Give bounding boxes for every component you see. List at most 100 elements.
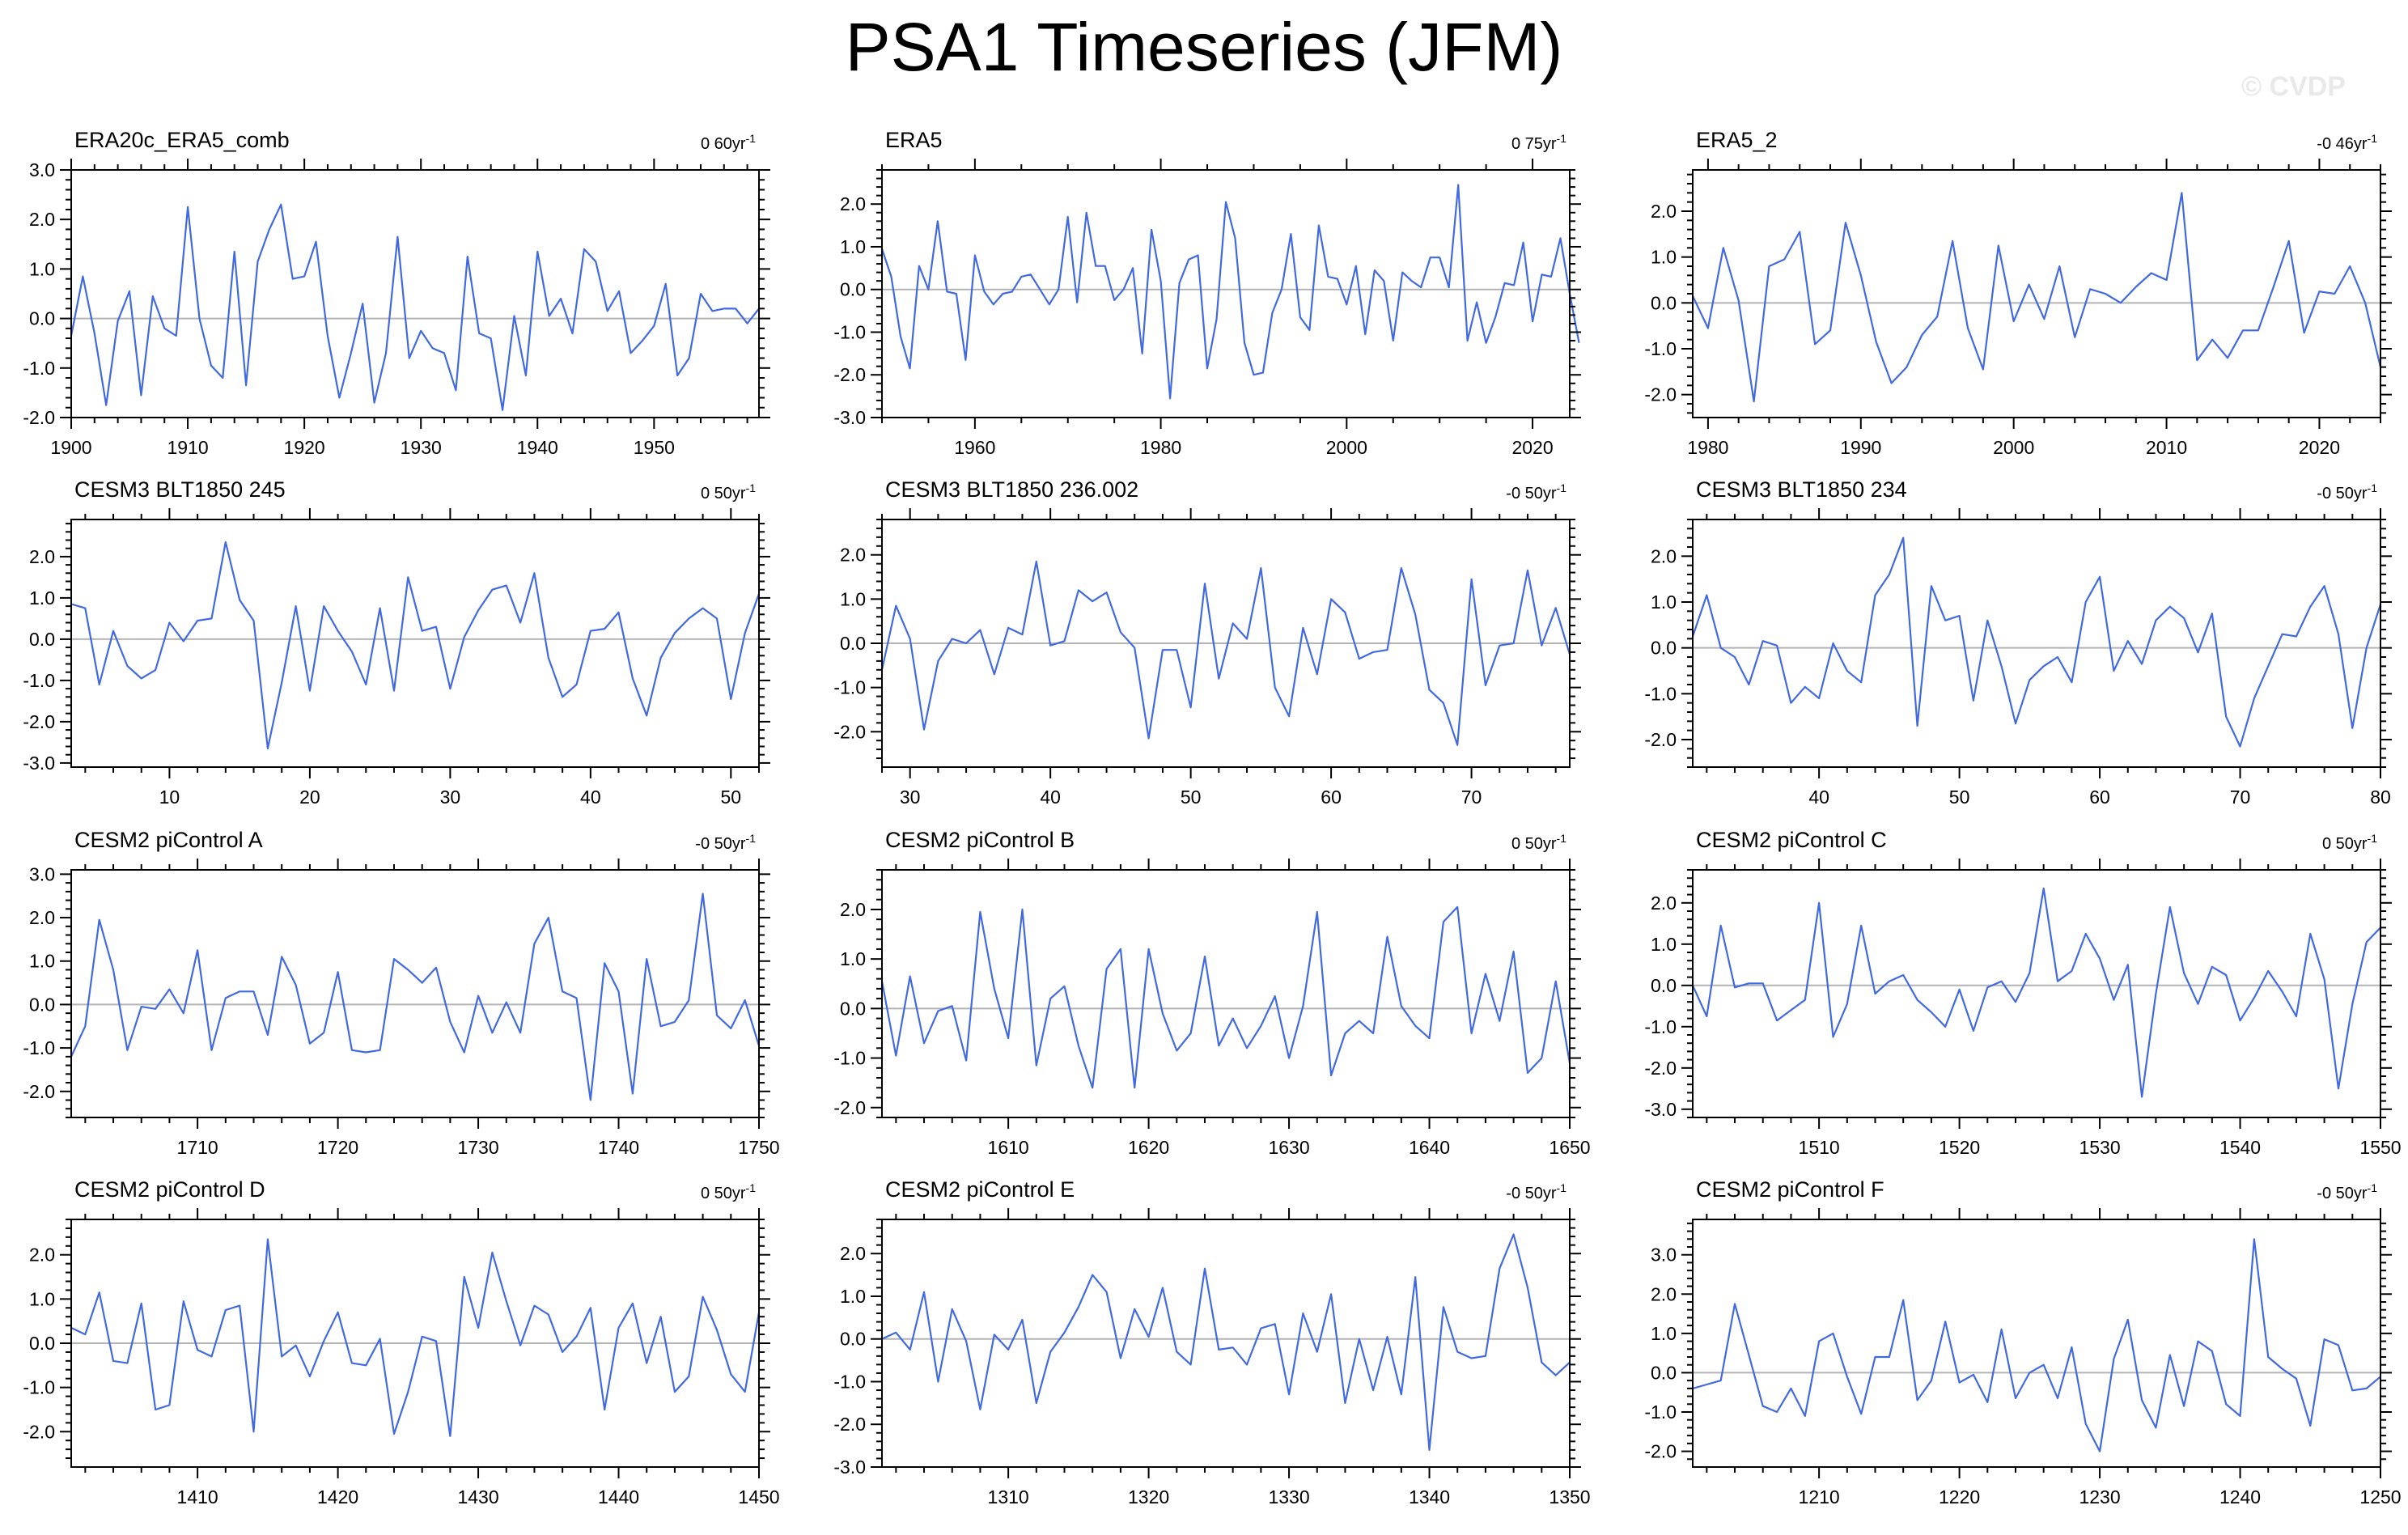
x-tick-label: 50 [721,787,742,808]
x-tick-label: 1620 [1128,1137,1169,1158]
chart-panel-12: -2.0 -1.0 0.0 1.0 2.0 3.0 1210 1220 1230 1240 1250… [1644,1177,2401,1507]
y-tick-label: 1.0 [840,236,866,257]
panel-title: CESM2 piControl F [1696,1177,1884,1202]
y-tick-label: -1.0 [833,1048,866,1069]
y-tick-label: 0.0 [29,308,55,329]
x-tick-label: 1750 [738,1137,779,1158]
x-tick-label: 1740 [598,1137,639,1158]
panel-title: CESM2 piControl B [885,828,1075,852]
x-tick-label: 1530 [2079,1137,2120,1158]
trend-exponent: -1 [746,832,757,845]
x-tick-label: 1440 [598,1486,639,1507]
y-tick-label: 2.0 [29,209,55,230]
x-tick-label: 1640 [1409,1137,1450,1158]
y-tick-label: 1.0 [29,258,55,279]
trend-exponent: -1 [746,132,757,145]
y-tick-label: 2.0 [1651,1283,1677,1304]
trend-label: 0 50yr-1 [701,1181,756,1202]
y-tick-label: 2.0 [1651,545,1677,566]
x-tick-label: 1330 [1268,1486,1309,1507]
y-tick-label: 0.0 [840,998,866,1019]
chart-panel-8: -2.0 -1.0 0.0 1.0 2.0 1610 1620 1630 1640 1650 CES… [833,828,1590,1158]
series-line [880,560,1571,746]
chart-panel-2: -3.0 -2.0 -1.0 0.0 1.0 2.0 1960 1980 2000 2020 ERA… [833,128,1581,458]
y-tick-label: -2.0 [833,1097,866,1118]
y-tick-label: -1.0 [833,1371,866,1392]
y-tick-label: 0.0 [1651,638,1677,659]
y-tick-label: -2.0 [23,1421,55,1442]
y-tick-label: 2.0 [840,899,866,920]
series-line [1692,192,2382,403]
x-tick-label: 70 [2230,787,2251,808]
x-tick-label: 1730 [457,1137,498,1158]
y-tick-label: 2.0 [840,193,866,214]
x-tick-label: 1340 [1409,1486,1450,1507]
plot-frame [1692,169,2381,418]
series-line [1691,536,2382,748]
x-tick-label: 1910 [167,437,208,458]
y-tick-label: -1.0 [23,1377,55,1398]
plot-frame [1692,869,2381,1118]
y-tick-label: 1.0 [840,588,866,609]
x-tick-label: 1520 [1939,1137,1980,1158]
chart-panel-9: -3.0 -2.0 -1.0 0.0 1.0 2.0 1510 1520 1530 1540 155… [1644,828,2401,1158]
y-tick-label: -1.0 [23,670,55,691]
y-tick-label: -3.0 [1644,1099,1677,1120]
y-tick-label: 0.0 [1651,975,1677,996]
trend-exponent: -1 [2368,832,2378,845]
x-tick-label: 1510 [1799,1137,1840,1158]
x-tick-label: 1710 [177,1137,218,1158]
y-tick-label: 0.0 [1651,1362,1677,1383]
panel-title: ERA5 [885,128,943,152]
plot-frame [881,169,1571,418]
x-tick-label: 10 [159,787,180,808]
x-tick-label: 1630 [1268,1137,1309,1158]
plot-frame [1692,519,2381,768]
trend-exponent: -1 [2368,481,2378,494]
series-line [70,1238,761,1437]
trend-label: 0 60yr-1 [701,132,756,153]
chart-panel-11: -3.0 -2.0 -1.0 0.0 1.0 2.0 1310 1320 1330 1340 135… [833,1177,1590,1507]
y-tick-label: 2.0 [840,545,866,566]
trend-label: -0 50yr-1 [1506,1181,1566,1202]
chart-panel-6: -2.0 -1.0 0.0 1.0 2.0 40 50 60 70 80 CESM3 BLT1850… [1644,477,2392,808]
x-tick-label: 1250 [2359,1486,2401,1507]
trend-exponent: -1 [746,481,757,494]
y-tick-label: 1.0 [29,951,55,972]
panel-title: CESM2 piControl A [74,828,263,852]
chart-panel-10: -2.0 -1.0 0.0 1.0 2.0 1410 1420 1430 1440 1450 CES… [23,1177,779,1507]
x-tick-label: 1950 [634,437,675,458]
x-tick-label: 1720 [317,1137,358,1158]
y-tick-label: 0.0 [29,1333,55,1354]
y-tick-label: 2.0 [1651,893,1677,914]
x-tick-label: 1450 [738,1486,779,1507]
series-line [881,1233,1571,1452]
y-tick-label: 2.0 [29,546,55,567]
y-tick-label: 1.0 [1651,247,1677,268]
y-tick-label: -2.0 [1644,384,1677,405]
y-tick-label: -2.0 [1644,1058,1677,1079]
series-line [70,203,760,411]
y-tick-label: -1.0 [23,1037,55,1058]
y-tick-label: -1.0 [1644,1016,1677,1037]
x-tick-label: 80 [2370,787,2391,808]
panel-title: ERA20c_ERA5_comb [74,128,290,152]
y-tick-label: -2.0 [833,1414,866,1435]
y-tick-label: 0.0 [1651,292,1677,313]
x-tick-label: 1900 [50,437,91,458]
x-tick-label: 1210 [1799,1486,1840,1507]
y-tick-label: 3.0 [1651,1245,1677,1266]
series-line [70,893,761,1101]
series-line [880,184,1580,400]
cvdp-watermark: © CVDP [2241,71,2346,102]
panel-title: CESM3 BLT1850 234 [1696,477,1907,502]
x-tick-label: 2020 [1511,437,1553,458]
plot-frame [881,869,1571,1118]
y-tick-label: -2.0 [23,1081,55,1102]
panel-title: CESM3 BLT1850 245 [74,477,286,502]
chart-panel-7: -2.0 -1.0 0.0 1.0 2.0 3.0 1710 1720 1730 1740 1750… [23,828,779,1158]
chart-panel-3: -2.0 -1.0 0.0 1.0 2.0 1980 1990 2000 2010 2020 ERA… [1644,128,2392,458]
y-tick-label: -1.0 [23,358,55,379]
y-tick-label: 1.0 [1651,934,1677,955]
